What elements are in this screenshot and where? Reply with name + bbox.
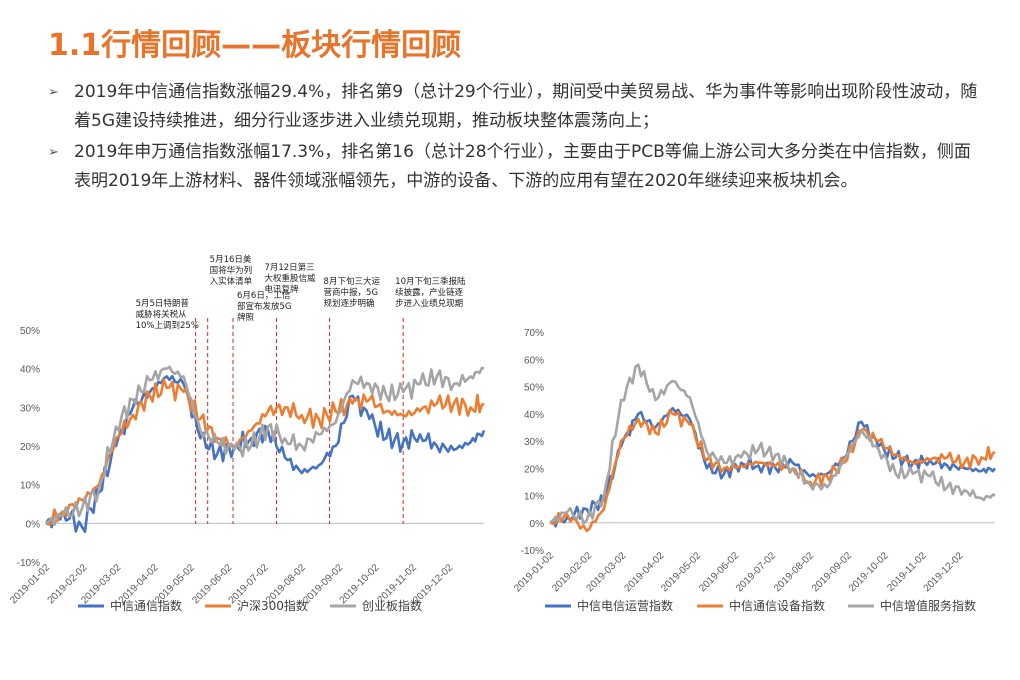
legend-label: 沪深300指数 [237, 598, 308, 613]
x-tick-label: 2019-08-02 [772, 550, 816, 594]
y-tick-label: 30% [524, 437, 544, 448]
y-tick-label: 50% [524, 383, 544, 394]
y-tick-label: 30% [20, 403, 40, 414]
event-annotation: 国将华为列 [210, 265, 253, 276]
arrow-bullet-icon: ➢ [48, 145, 59, 160]
legend-label: 中信增值服务指数 [880, 598, 976, 613]
series-line-3 [549, 363, 996, 525]
chart-1: 50%40%30%20%10%0%-10%2019-01-022019-02-0… [8, 254, 486, 613]
y-tick-label: 70% [524, 328, 544, 339]
event-annotation: 规划逐步明确 [324, 298, 375, 309]
event-annotation: 8月下旬三大运 [324, 276, 381, 287]
series-line-2 [45, 378, 485, 526]
legend-label: 创业板指数 [362, 598, 422, 613]
event-annotation: 7月12日第三 [264, 262, 314, 273]
event-annotation: 威胁将关税从 [136, 309, 188, 320]
series-line-2 [549, 408, 996, 533]
event-annotation: 5月16日美 [210, 254, 252, 265]
y-tick-label: -10% [521, 546, 544, 557]
event-annotation: 部宣布发放5G [237, 301, 291, 312]
y-tick-label: 0% [530, 519, 545, 530]
page-title: 1.1行情回顾——板块行情回顾 [48, 28, 462, 63]
x-tick-label: 2019-10-02 [847, 550, 891, 594]
y-tick-label: 0% [26, 519, 41, 530]
arrow-bullet-icon: ➢ [48, 85, 59, 100]
bullet-list: ➢ 2019年中信通信指数涨幅29.4%，排名第9（总计29个行业），期间受中美… [46, 78, 986, 198]
event-annotation: 续披露，产业链逐 [395, 287, 464, 298]
event-annotation: 入实体清单 [210, 276, 253, 287]
legend-label: 中信通信指数 [110, 598, 182, 613]
event-annotation: 6月6日，工信 [237, 290, 291, 301]
y-tick-label: 50% [20, 326, 40, 337]
y-tick-label: 40% [20, 365, 40, 376]
event-annotation: 牌照 [237, 312, 255, 323]
event-annotation: 5月5日特朗普 [136, 298, 190, 309]
event-annotation: 电讯复牌 [264, 284, 299, 295]
bullet-text: 2019年中信通信指数涨幅29.4%，排名第9（总计29个行业），期间受中美贸易… [74, 82, 978, 131]
x-tick-label: 2019-12-02 [922, 550, 966, 594]
x-tick-label: 2019-07-02 [734, 550, 778, 594]
event-annotation: 10月下旬三季报陆 [395, 276, 466, 287]
series-line-1 [44, 374, 486, 534]
y-tick-label: 20% [20, 442, 40, 453]
bullet-text: 2019年申万通信指数涨幅17.3%，排名第16（总计28个行业），主要由于PC… [74, 142, 971, 191]
bullet-item: ➢ 2019年中信通信指数涨幅29.4%，排名第9（总计29个行业），期间受中美… [46, 78, 986, 136]
legend-label: 中信通信设备指数 [729, 598, 825, 613]
y-tick-label: 60% [524, 355, 544, 366]
event-annotation: 步进入业绩兑现期 [395, 298, 463, 309]
y-tick-label: -10% [17, 558, 40, 569]
series-line-3 [45, 365, 485, 527]
y-tick-label: 10% [20, 481, 40, 492]
y-tick-label: 40% [524, 410, 544, 421]
x-tick-label: 2019-05-02 [659, 550, 703, 594]
chart-2: 70%60%50%40%30%20%10%0%-10%2019-01-02201… [512, 328, 997, 613]
event-annotation: 10%上调到25% [136, 321, 199, 331]
y-tick-label: 10% [524, 492, 544, 503]
y-tick-label: 20% [524, 464, 544, 475]
legend-label: 中信电信运营指数 [577, 598, 673, 613]
bullet-item: ➢ 2019年申万通信指数涨幅17.3%，排名第16（总计28个行业），主要由于… [46, 138, 986, 196]
event-annotation: 大权重股信威 [264, 273, 316, 284]
event-annotation: 营商中报，5G [324, 287, 379, 298]
